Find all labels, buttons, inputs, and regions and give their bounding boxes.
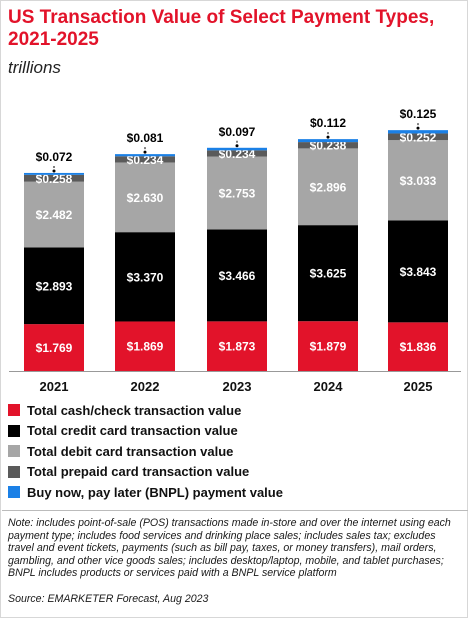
bar-segment-debit-card-2023 (207, 156, 267, 230)
x-tick-label-2021: 2021 (40, 379, 69, 394)
bar-segment-cash-check-2023 (207, 321, 267, 371)
legend-swatch-debit-card (8, 445, 20, 458)
bar-segment-bnpl-2021 (24, 172, 84, 175)
bnpl-leader-dot-2024 (326, 135, 330, 139)
bar-segment-credit-card-2023 (207, 229, 267, 322)
bar-segment-prepaid-card-2024 (298, 142, 358, 149)
bar-segment-debit-card-2025 (388, 140, 448, 221)
bar-segment-prepaid-card-2023 (207, 150, 267, 157)
note-text: Note: includes point-of-sale (POS) trans… (8, 517, 451, 580)
data-label-credit-card-2025: $3.843 (400, 265, 437, 279)
legend-label-debit-card: Total debit card transaction value (27, 443, 234, 459)
data-label-cash-check-2024: $1.879 (310, 340, 347, 354)
data-label-debit-card-2025: $3.033 (400, 174, 437, 188)
legend-item-debit-card: Total debit card transaction value (8, 441, 463, 462)
data-label-credit-card-2024: $3.625 (310, 267, 347, 281)
chart-title: US Transaction Value of Select Payment T… (8, 7, 435, 50)
data-label-prepaid-card-2021: $0.258 (36, 172, 73, 186)
bar-segment-credit-card-2024 (298, 225, 358, 322)
bar-segment-bnpl-2022 (115, 154, 175, 157)
legend-item-credit-card: Total credit card transaction value (8, 421, 463, 442)
legend-swatch-bnpl (8, 486, 20, 499)
bnpl-leader-dot-2023 (235, 144, 239, 148)
bnpl-leader-dot-2022 (143, 150, 147, 154)
data-label-cash-check-2025: $1.836 (400, 340, 437, 354)
bar-segment-credit-card-2021 (24, 247, 84, 325)
bar-segment-credit-card-2025 (388, 220, 448, 323)
data-label-cash-check-2021: $1.769 (36, 341, 73, 355)
legend-swatch-prepaid-card (8, 465, 20, 478)
data-label-prepaid-card-2025: $0.252 (400, 130, 437, 144)
data-label-credit-card-2021: $2.893 (36, 279, 73, 293)
bar-segment-cash-check-2021 (24, 324, 84, 371)
x-tick-label-2024: 2024 (314, 379, 344, 394)
bar-segment-debit-card-2021 (24, 181, 84, 248)
data-label-prepaid-card-2023: $0.234 (219, 147, 256, 161)
data-label-cash-check-2023: $1.873 (219, 340, 256, 354)
data-label-bnpl-2022: $0.081 (127, 131, 164, 145)
bar-segment-cash-check-2022 (115, 321, 175, 371)
bar-segment-prepaid-card-2025 (388, 133, 448, 141)
data-label-prepaid-card-2022: $0.234 (127, 153, 164, 167)
data-label-credit-card-2022: $3.370 (127, 270, 164, 284)
bar-segment-debit-card-2024 (298, 148, 358, 226)
data-label-bnpl-2025: $0.125 (400, 107, 437, 121)
legend-label-prepaid-card: Total prepaid card transaction value (27, 464, 250, 480)
bar-segment-bnpl-2023 (207, 147, 267, 151)
bar-segment-credit-card-2022 (115, 232, 175, 322)
chart-subtitle: trillions (8, 58, 61, 77)
data-label-cash-check-2022: $1.869 (127, 340, 164, 354)
data-label-debit-card-2024: $2.896 (310, 180, 347, 194)
bar-segment-cash-check-2024 (298, 321, 358, 371)
bar-segment-prepaid-card-2022 (115, 156, 175, 163)
bar-segment-prepaid-card-2021 (24, 174, 84, 182)
legend: Total cash/check transaction value Total … (8, 400, 463, 503)
bar-segment-bnpl-2024 (298, 139, 358, 143)
note-box: Note: includes point-of-sale (POS) trans… (2, 510, 468, 619)
stacked-bar-chart: $1.769 $2.893 $2.482 $0.258 $0.072 2021 $1.869… (9, 107, 461, 394)
bnpl-leader-dot-2025 (416, 126, 420, 130)
data-label-credit-card-2023: $3.466 (219, 269, 256, 283)
data-label-prepaid-card-2024: $0.238 (310, 139, 347, 153)
data-label-bnpl-2024: $0.112 (310, 116, 346, 130)
data-label-debit-card-2023: $2.753 (219, 187, 256, 201)
data-label-bnpl-2021: $0.072 (36, 150, 73, 164)
source-text: Source: EMARKETER Forecast, Aug 2023 (8, 593, 209, 605)
legend-label-credit-card: Total credit card transaction value (27, 423, 238, 439)
legend-swatch-cash-check (8, 404, 20, 417)
x-tick-label-2025: 2025 (404, 379, 433, 394)
x-tick-label-2023: 2023 (223, 379, 252, 394)
bar-segment-cash-check-2025 (388, 322, 448, 371)
data-label-debit-card-2021: $2.482 (36, 208, 73, 222)
legend-item-cash-check: Total cash/check transaction value (8, 400, 463, 421)
data-label-debit-card-2022: $2.630 (127, 191, 164, 205)
legend-item-bnpl: Buy now, pay later (BNPL) payment value (8, 482, 463, 503)
legend-label-bnpl: Buy now, pay later (BNPL) payment value (27, 484, 283, 500)
legend-item-prepaid-card: Total prepaid card transaction value (8, 462, 463, 483)
bnpl-leader-dot-2021 (52, 169, 56, 173)
legend-label-cash-check: Total cash/check transaction value (27, 402, 242, 418)
bar-segment-debit-card-2022 (115, 162, 175, 233)
x-tick-label-2022: 2022 (131, 379, 160, 394)
legend-swatch-credit-card (8, 424, 20, 437)
bar-segment-bnpl-2025 (388, 130, 448, 134)
data-label-bnpl-2023: $0.097 (219, 125, 256, 139)
